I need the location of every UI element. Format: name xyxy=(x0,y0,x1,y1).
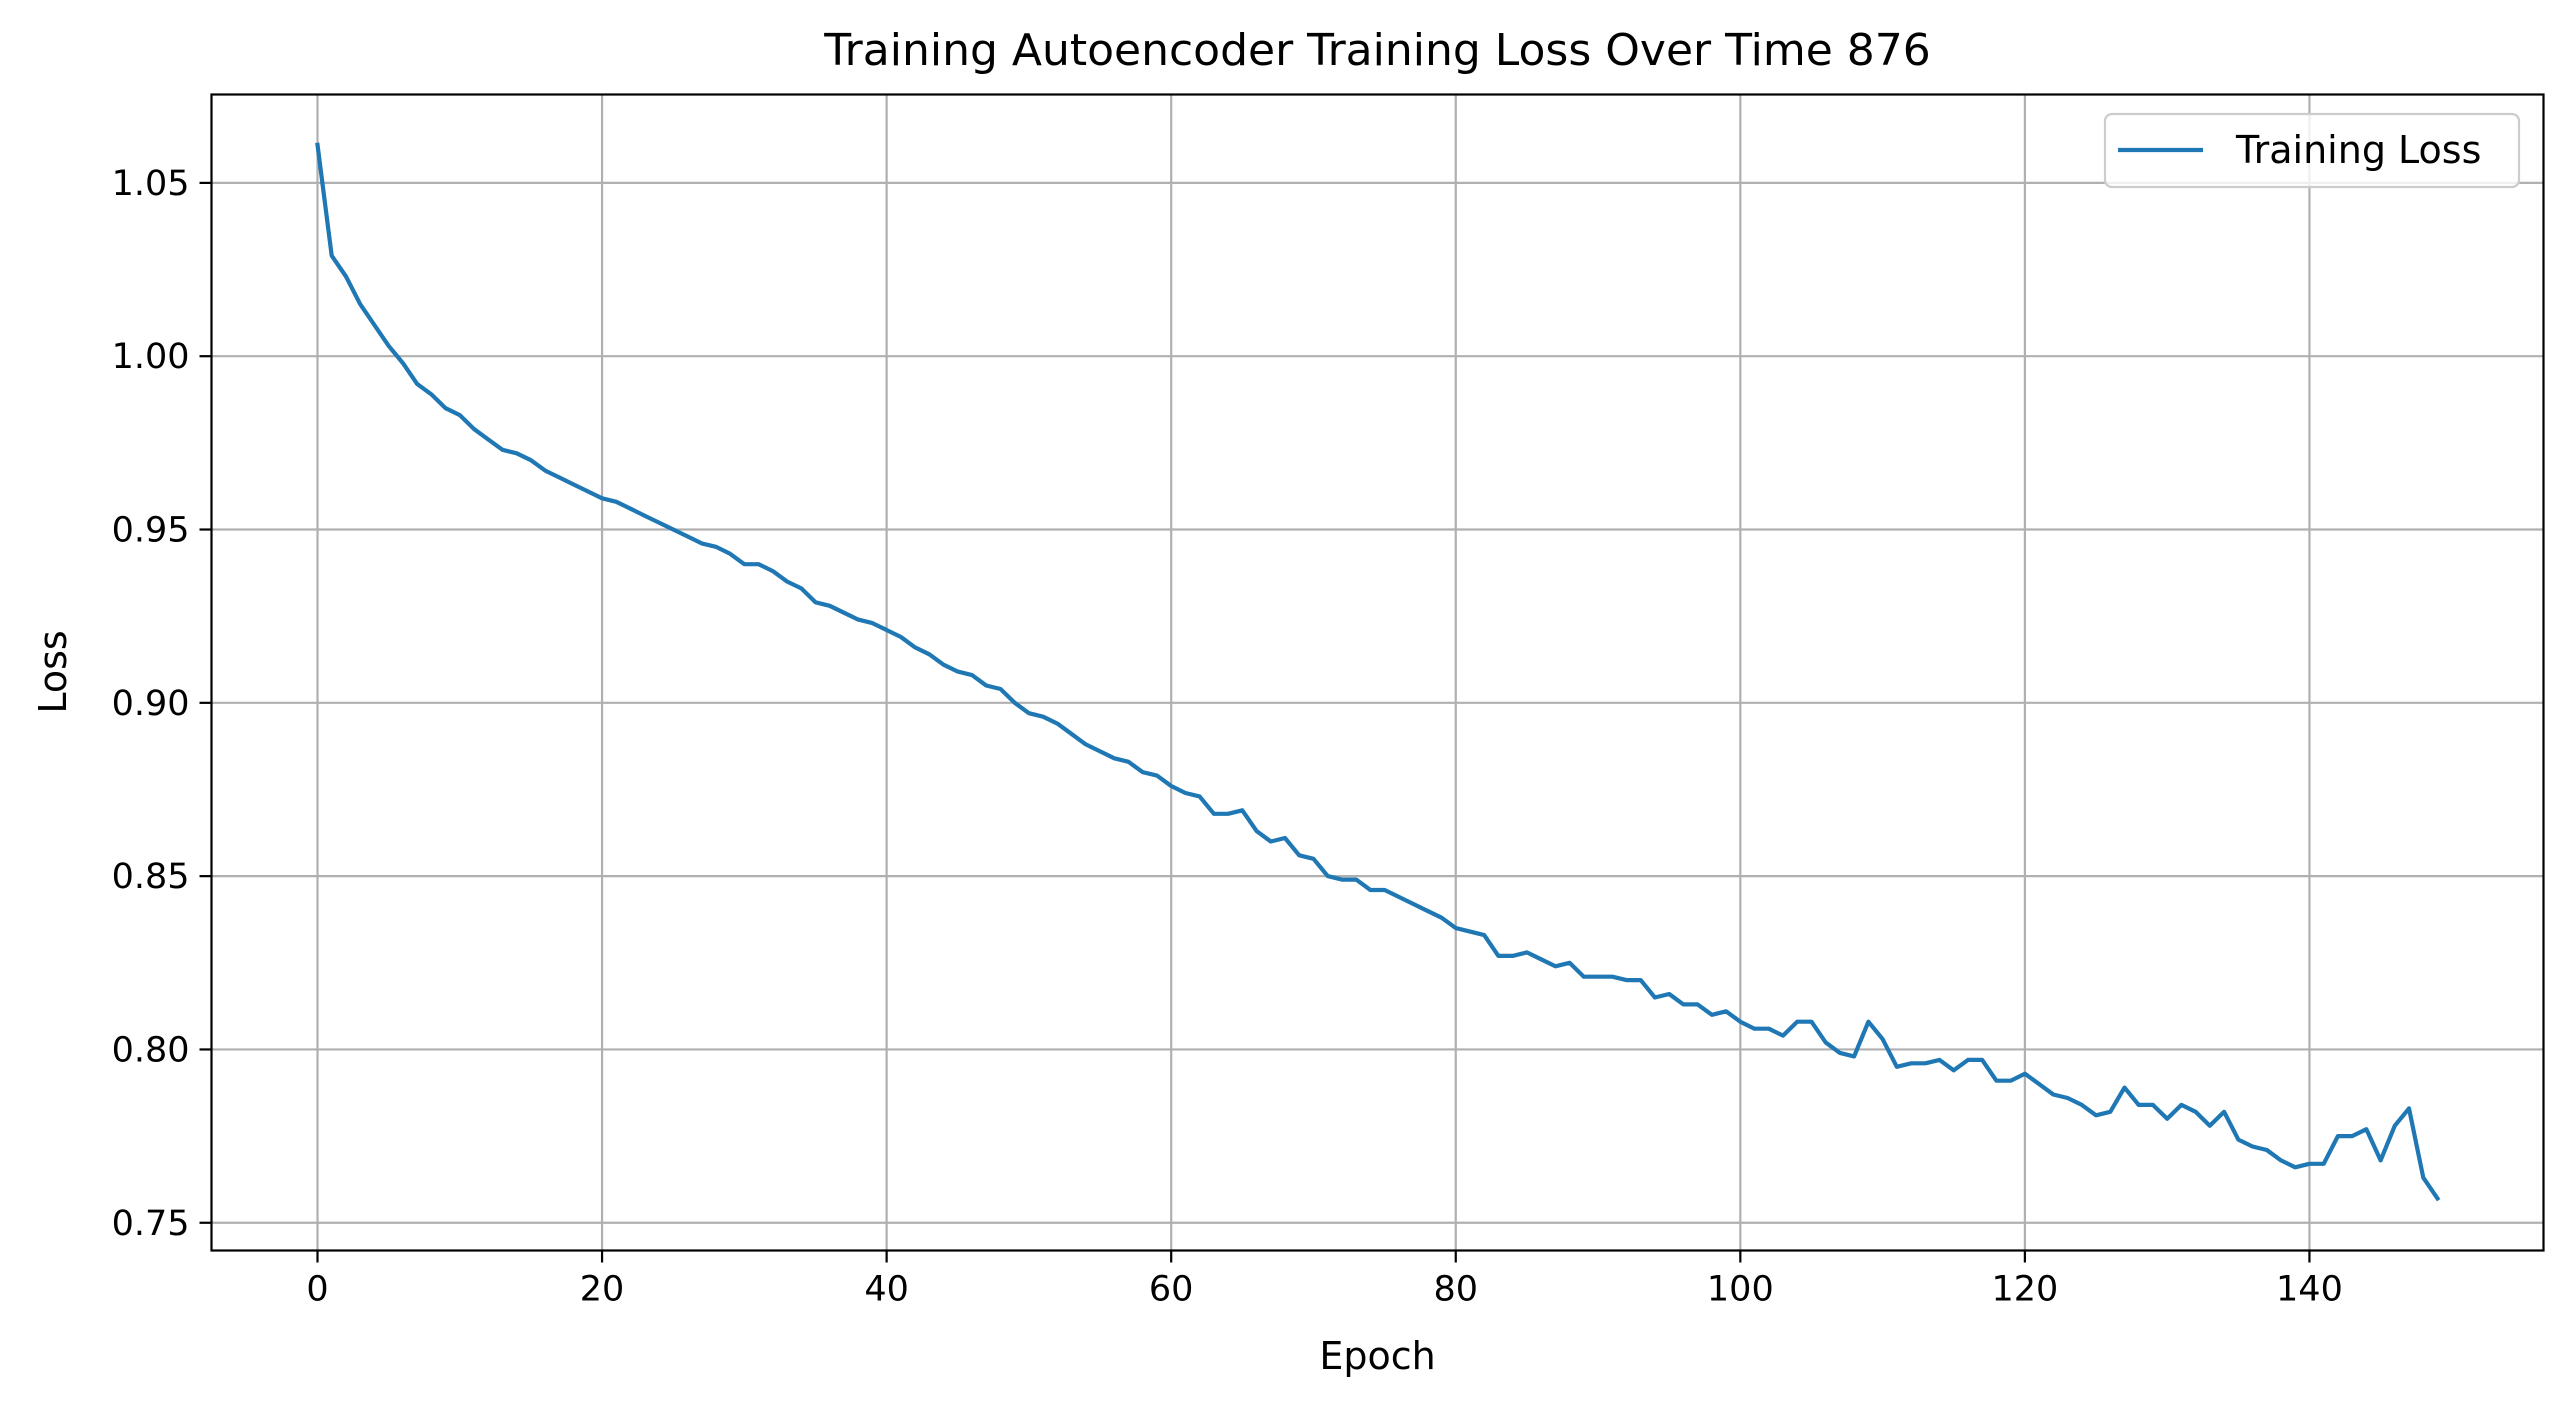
y-axis-label: Loss xyxy=(31,630,75,713)
grid-lines xyxy=(211,94,2544,1251)
y-tick-label: 0.80 xyxy=(112,1030,190,1070)
y-tick-label: 1.05 xyxy=(112,164,190,204)
x-tick-label: 100 xyxy=(1707,1270,1774,1310)
x-tick-label: 0 xyxy=(306,1270,328,1310)
x-tick-label: 40 xyxy=(864,1270,909,1310)
x-tick-label: 60 xyxy=(1149,1270,1194,1310)
legend-label: Training Loss xyxy=(2235,128,2481,172)
axis-ticks: 0 20 40 60 80 100 120 140 0.75 0.80 0.85 0.90 0.95 1.… xyxy=(112,164,2343,1310)
y-tick-label: 0.75 xyxy=(112,1204,190,1244)
x-axis-label: Epoch xyxy=(1319,1334,1435,1378)
y-tick-label: 0.90 xyxy=(112,684,190,724)
y-tick-label: 0.95 xyxy=(112,511,190,551)
x-tick-label: 140 xyxy=(2276,1270,2343,1310)
legend-box xyxy=(2103,112,2521,189)
x-tick-label: 80 xyxy=(1433,1270,1478,1310)
training-loss-line xyxy=(315,142,2441,1202)
y-tick-label: 0.85 xyxy=(112,857,190,897)
chart-title: Training Autoencoder Training Loss Over … xyxy=(823,25,1930,76)
x-tick-label: 120 xyxy=(1991,1270,2058,1310)
legend: Training Loss xyxy=(2103,112,2521,189)
plot-area-frame xyxy=(210,93,2545,1252)
y-tick-label: 1.00 xyxy=(112,337,190,377)
x-tick-label: 20 xyxy=(580,1270,625,1310)
